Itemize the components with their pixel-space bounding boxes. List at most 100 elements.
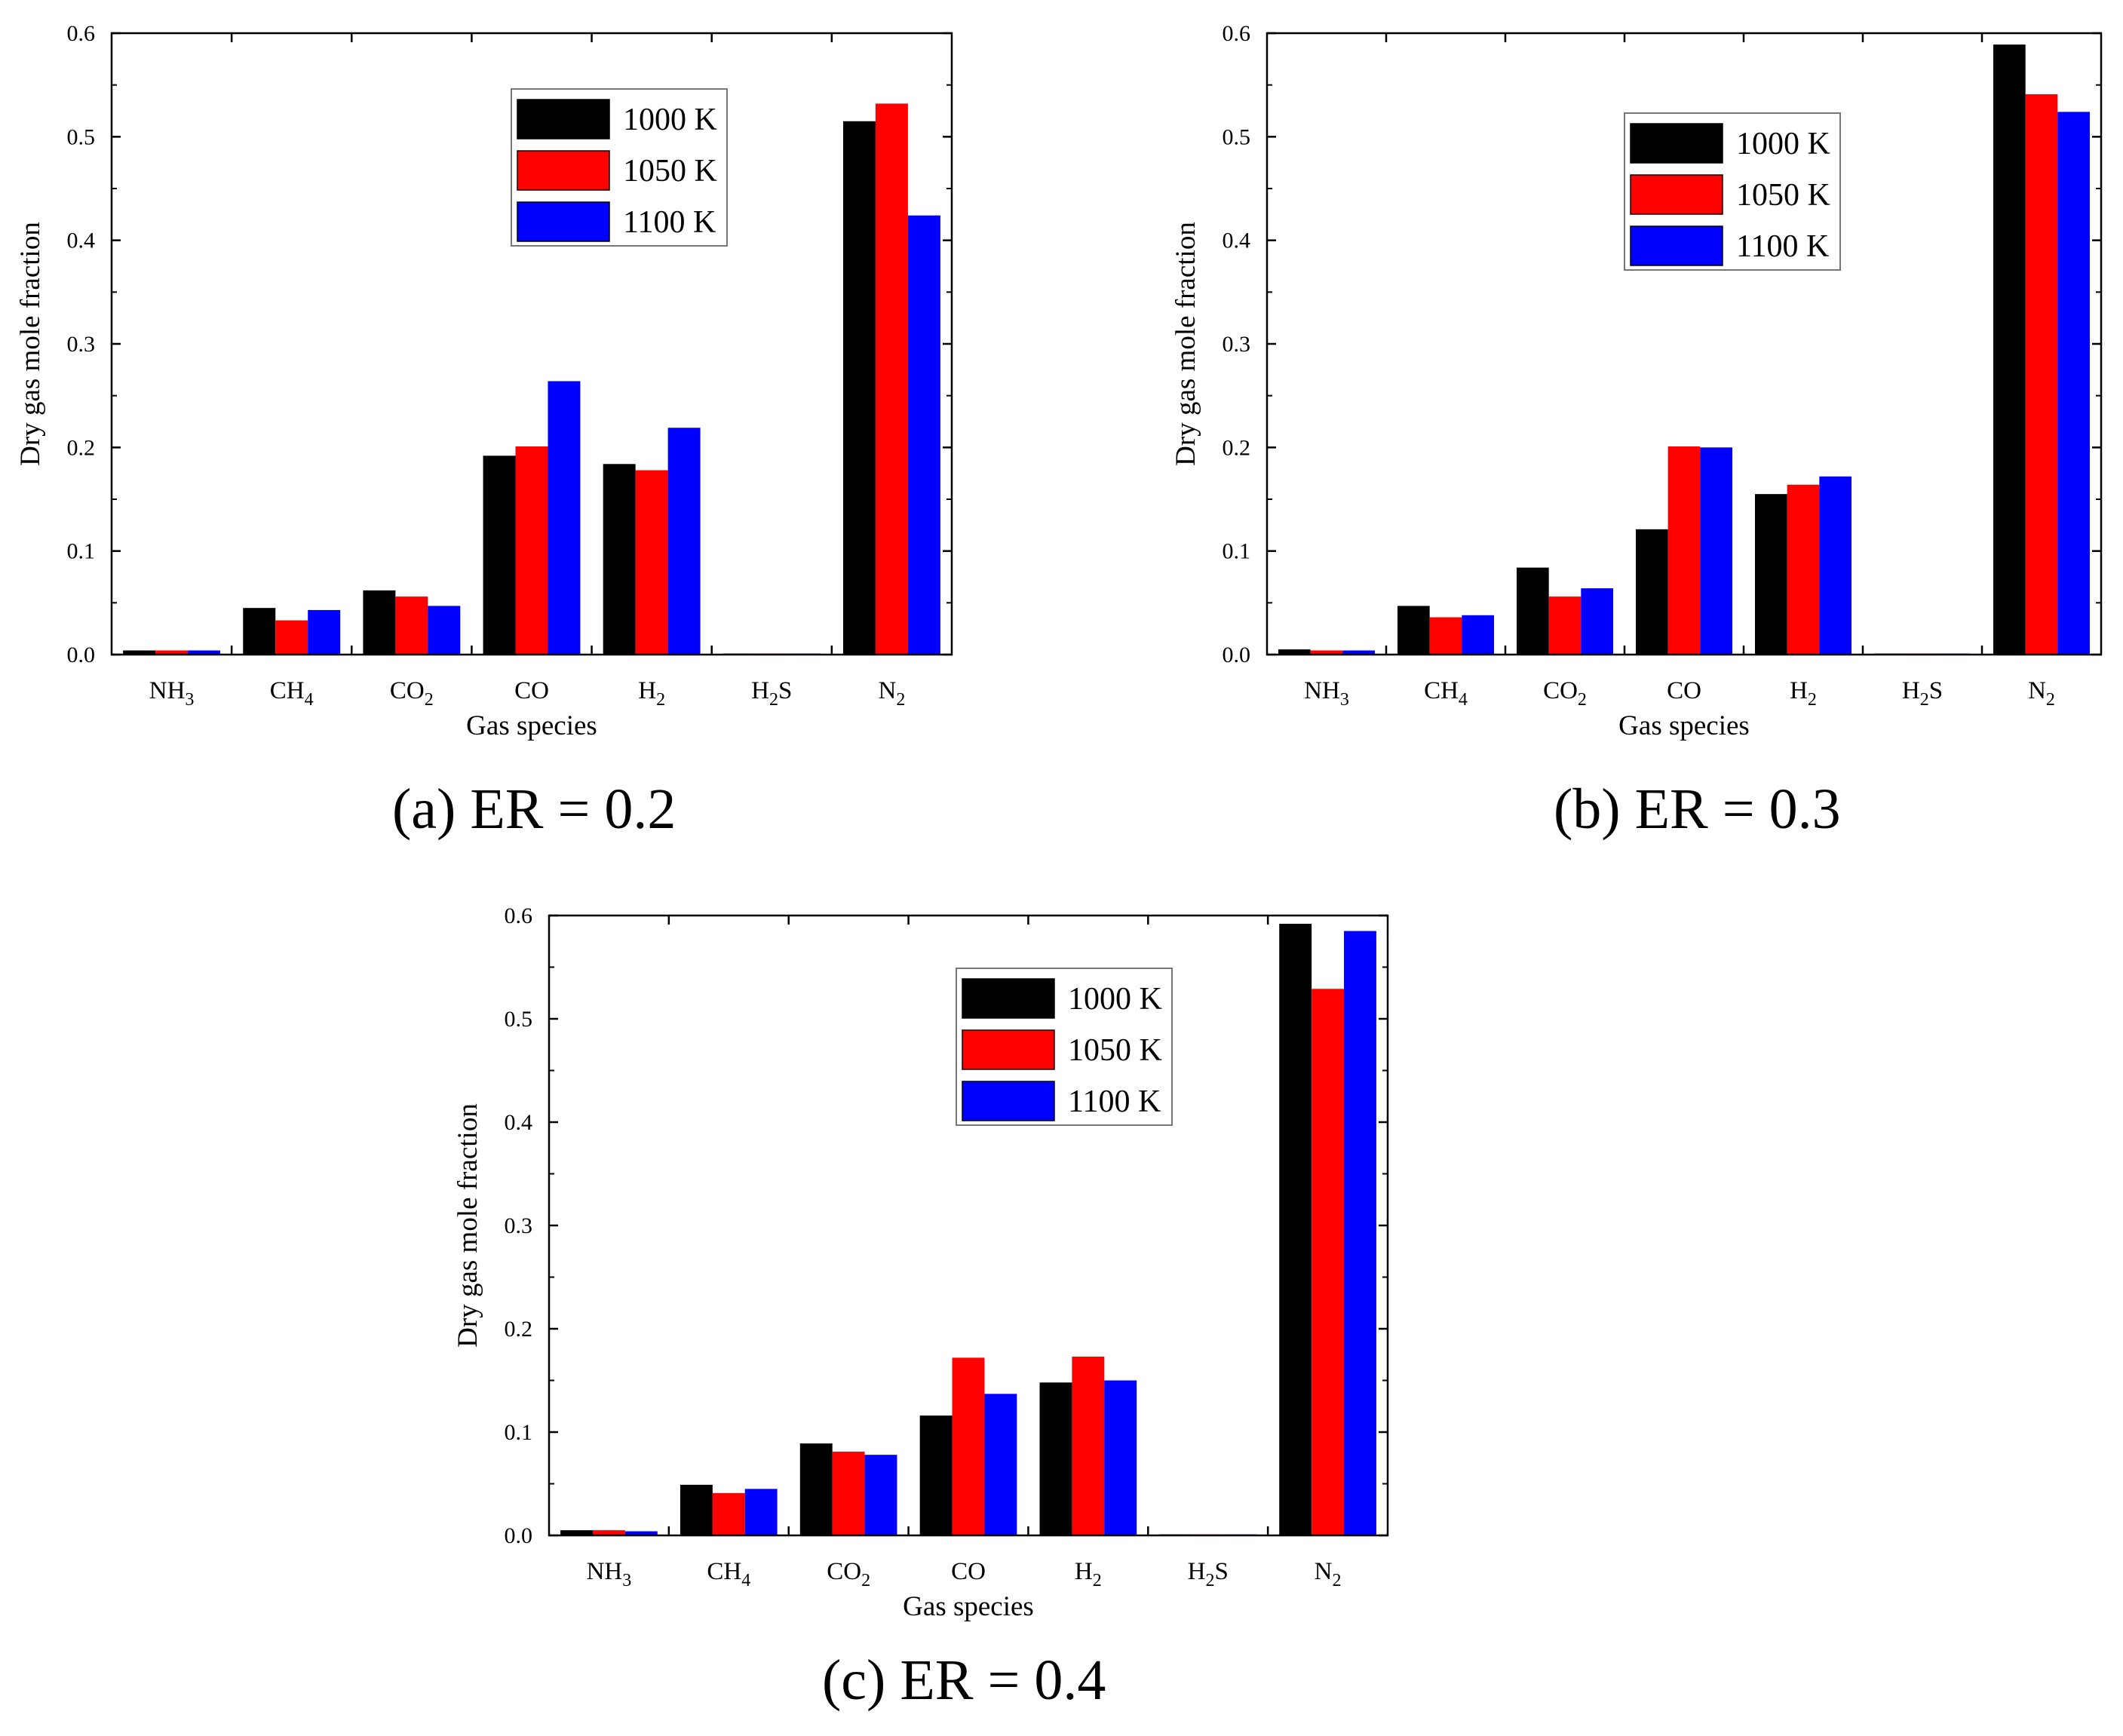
y-axis-title: Dry gas mole fraction	[15, 222, 46, 466]
bar-chart-b: 0.0 0.1 0.2 0.3 0.4 0.5 0.6 NH3 CH4 CO2 CO H2 H2S N2 G…	[1170, 21, 2103, 741]
y-tick-label: 0.1	[1223, 539, 1251, 564]
bar	[1636, 529, 1668, 655]
bar	[1312, 989, 1345, 1535]
bar	[744, 1489, 778, 1535]
legend-label: 1050 K	[1736, 178, 1830, 213]
y-tick-label: 0.2	[1223, 435, 1251, 460]
legend-label: 1100 K	[1736, 229, 1829, 264]
bar	[1755, 494, 1787, 655]
legend-swatch	[517, 99, 610, 140]
y-tick-label: 0.5	[505, 1007, 533, 1032]
bar	[1278, 649, 1311, 655]
bar	[1581, 588, 1613, 655]
bar	[592, 1530, 625, 1535]
bar	[1342, 650, 1375, 655]
bar	[1344, 931, 1376, 1535]
x-tick-label: H2	[1075, 1558, 1102, 1590]
bar	[2025, 94, 2058, 655]
bar	[308, 609, 341, 655]
bar	[395, 597, 428, 655]
bar	[1429, 617, 1462, 655]
legend-swatch	[1630, 174, 1723, 215]
y-axis-title: Dry gas mole fraction	[453, 1103, 483, 1348]
bar	[275, 620, 308, 655]
bar	[603, 464, 636, 655]
bar	[1039, 1382, 1072, 1535]
bar	[1700, 447, 1732, 655]
bar	[952, 1357, 985, 1535]
legend-swatch	[962, 1081, 1055, 1121]
bar	[363, 590, 396, 655]
x-tick-label: H2	[1790, 677, 1817, 710]
y-tick-label: 0.6	[67, 21, 96, 46]
bar	[1667, 446, 1701, 655]
bar	[799, 1443, 833, 1535]
y-tick-label: 0.1	[67, 539, 96, 564]
y-tick-label: 0.0	[67, 643, 96, 667]
x-tick-label: N2	[879, 677, 906, 710]
y-tick-label: 0.6	[1223, 21, 1251, 46]
bar	[832, 1452, 865, 1535]
y-tick-label: 0.5	[67, 124, 96, 149]
chart-panel-b: 0.0 0.1 0.2 0.3 0.4 0.5 0.6 NH3 CH4 CO2 CO H2 H2S N2 G…	[1146, 0, 2123, 762]
bar	[1517, 567, 1549, 655]
bar-chart-c: 0.0 0.1 0.2 0.3 0.4 0.5 0.6 NH3 CH4 CO2 CO H2 H2S N2 G…	[453, 903, 1389, 1622]
legend-label: 1000 K	[1068, 982, 1162, 1017]
bar	[712, 1492, 745, 1535]
chart-panel-c: 0.0 0.1 0.2 0.3 0.4 0.5 0.6 NH3 CH4 CO2 CO H2 H2S N2 G…	[407, 875, 1486, 1636]
legend-swatch	[962, 1029, 1055, 1070]
x-tick-label: CO	[951, 1558, 986, 1585]
legend-swatch	[517, 150, 610, 191]
bar	[919, 1415, 953, 1535]
caption-b: (b) ER = 0.3	[1554, 778, 1841, 841]
x-axis-title: Gas species	[1618, 710, 1750, 741]
bar	[483, 455, 516, 655]
bar	[1072, 1356, 1105, 1535]
bar	[1993, 44, 2026, 655]
legend-label: 1000 K	[1736, 127, 1830, 161]
y-tick-label: 0.0	[1223, 643, 1251, 667]
x-tick-label: H2S	[1188, 1558, 1229, 1590]
y-tick-label: 0.3	[1223, 332, 1251, 357]
y-tick-label: 0.4	[1223, 229, 1251, 253]
legend-label: 1050 K	[623, 154, 717, 189]
x-tick-label: H2	[638, 677, 665, 710]
x-tick-label: NH3	[1304, 677, 1349, 710]
legend-label: 1100 K	[1068, 1084, 1161, 1119]
y-tick-label: 0.5	[1223, 124, 1251, 149]
bar	[123, 650, 156, 655]
bar	[428, 606, 461, 655]
bar	[680, 1484, 713, 1535]
bar	[984, 1394, 1017, 1535]
y-tick-label: 0.3	[505, 1213, 533, 1238]
x-axis-title: Gas species	[903, 1591, 1034, 1622]
y-tick-label: 0.3	[67, 332, 96, 357]
bar	[1462, 615, 1494, 655]
bar	[548, 381, 581, 655]
bar	[1787, 484, 1820, 655]
bar	[667, 428, 701, 655]
y-axis-title: Dry gas mole fraction	[1170, 222, 1201, 466]
bar	[875, 103, 908, 655]
x-tick-label: CH4	[707, 1558, 750, 1590]
bar	[907, 215, 940, 655]
legend-label: 1050 K	[1068, 1033, 1162, 1068]
caption-c: (c) ER = 0.4	[822, 1649, 1106, 1712]
x-tick-label: NH3	[587, 1558, 632, 1590]
bar	[1397, 606, 1430, 655]
x-tick-label: CO2	[390, 677, 434, 710]
y-tick-label: 0.4	[67, 229, 96, 253]
bar	[243, 608, 276, 655]
x-tick-label: CH4	[1424, 677, 1468, 710]
x-tick-label: CO	[1667, 677, 1701, 704]
legend-label: 1100 K	[623, 205, 716, 240]
bar	[1279, 923, 1312, 1535]
y-tick-label: 0.0	[505, 1523, 533, 1548]
x-tick-label: CO2	[1543, 677, 1587, 710]
x-tick-label: H2S	[1902, 677, 1943, 710]
y-tick-label: 0.2	[67, 435, 96, 460]
bar	[624, 1531, 658, 1535]
bar	[155, 650, 189, 655]
x-tick-label: CH4	[270, 677, 314, 710]
bar	[515, 446, 548, 655]
